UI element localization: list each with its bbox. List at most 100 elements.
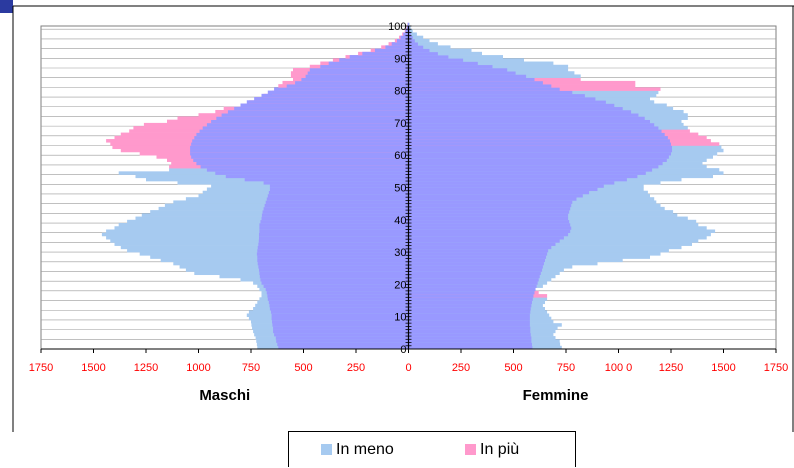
- bar-male-common: [257, 248, 409, 253]
- bar-male-common: [225, 174, 409, 179]
- bar-male-common: [267, 90, 409, 95]
- bar-female-total: [408, 58, 524, 62]
- bar-female-common: [408, 29, 410, 33]
- bar-male-common: [200, 164, 409, 169]
- label-femmine: Femmine: [523, 387, 589, 404]
- bar-female-common: [408, 103, 615, 108]
- bar-female-total: [408, 22, 410, 27]
- bar-male-common: [227, 109, 409, 114]
- bar-female-common: [408, 197, 577, 201]
- bar-male-common: [269, 307, 409, 311]
- bar-male-common: [266, 290, 409, 295]
- bar-male-common: [258, 265, 409, 269]
- bar-female-common: [408, 97, 596, 101]
- bar-female-common: [408, 229, 571, 234]
- bar-male-common: [257, 255, 409, 259]
- bar-female-common: [408, 219, 570, 224]
- bar-male-common: [258, 239, 409, 243]
- bar-male-common: [246, 100, 409, 104]
- bar-female-common: [408, 287, 536, 292]
- bar-female-common: [408, 255, 547, 259]
- bar-female-common: [408, 213, 569, 217]
- bar-female-common: [408, 151, 671, 156]
- bar-female-total: [408, 35, 424, 40]
- bar-female-common: [408, 245, 552, 250]
- bar-male-common: [278, 345, 409, 350]
- bar-male-common: [259, 223, 409, 227]
- legend-swatch-piu: [465, 444, 476, 455]
- bar-female-common: [408, 297, 533, 301]
- bar-female-common: [408, 265, 543, 269]
- bar-female-common: [408, 84, 552, 88]
- bar-male-common: [264, 203, 409, 208]
- legend-swatch-meno: [321, 444, 332, 455]
- bar-female-common: [408, 42, 418, 46]
- y-tick-label: 100: [388, 21, 406, 33]
- bar-female-common: [408, 135, 668, 140]
- x-tick-label: 750: [557, 362, 575, 374]
- bar-female-common: [408, 313, 530, 317]
- bar-male-common: [274, 332, 409, 337]
- bar-male-common: [211, 119, 409, 124]
- bar-male-common: [261, 213, 409, 217]
- x-tick-label: 500: [504, 362, 522, 374]
- bar-female-common: [408, 77, 535, 82]
- bar-female-common: [408, 248, 549, 253]
- bar-female-common: [408, 332, 531, 337]
- bar-female-total: [408, 61, 554, 66]
- bar-female-common: [408, 187, 598, 192]
- bar-male-common: [265, 287, 409, 292]
- bar-male-common: [267, 297, 409, 301]
- legend-label-piu: In più: [480, 441, 520, 458]
- bar-male-common: [258, 242, 409, 246]
- bar-female-common: [408, 71, 516, 75]
- bar-female-common: [408, 87, 560, 91]
- y-tick-label: 30: [394, 247, 406, 259]
- bar-male-common: [407, 22, 409, 27]
- bar-male-common: [240, 103, 409, 108]
- bar-female-common: [408, 226, 572, 230]
- bar-female-common: [408, 80, 543, 85]
- bar-female-common: [408, 74, 527, 78]
- bar-female-common: [408, 38, 415, 43]
- bar-female-common: [408, 274, 540, 279]
- bar-female-common: [408, 284, 537, 288]
- bar-female-common: [408, 90, 573, 95]
- bar-female-common: [408, 171, 646, 175]
- bar-female-common: [408, 116, 645, 120]
- bar-female-common: [408, 239, 560, 243]
- bar-male-common: [277, 342, 409, 347]
- bar-female-total: [408, 29, 413, 33]
- bar-female-common: [408, 122, 655, 127]
- bar-female-common: [408, 132, 665, 137]
- bar-male-common: [196, 161, 409, 166]
- bar-female-common: [408, 326, 531, 330]
- bar-male-common: [263, 181, 409, 185]
- bar-female-common: [408, 323, 530, 327]
- y-tick-label: 80: [394, 86, 406, 98]
- bar-female-common: [408, 232, 569, 237]
- bar-male-common: [259, 229, 409, 234]
- bar-female-total: [408, 38, 430, 43]
- bar-female-common: [408, 64, 493, 69]
- bar-male-common: [261, 281, 409, 285]
- bar-male-common: [196, 132, 409, 137]
- bar-male-common: [192, 139, 409, 143]
- bar-female-common: [408, 339, 532, 343]
- bar-female-common: [408, 139, 670, 143]
- bar-male-total: [106, 229, 409, 234]
- bar-male-common: [271, 316, 409, 321]
- bar-male-common: [216, 116, 409, 120]
- bar-female-common: [408, 281, 538, 285]
- legend-item-meno: In meno: [321, 441, 394, 459]
- bar-male-common: [328, 61, 409, 66]
- bar-male-common: [258, 232, 409, 237]
- bar-male-common: [275, 336, 409, 340]
- bar-female-common: [408, 67, 508, 72]
- bar-female-common: [408, 193, 583, 198]
- bar-female-common: [408, 235, 564, 240]
- label-maschi: Maschi: [199, 387, 250, 404]
- bar-female-common: [408, 294, 534, 298]
- bar-female-common: [408, 342, 532, 347]
